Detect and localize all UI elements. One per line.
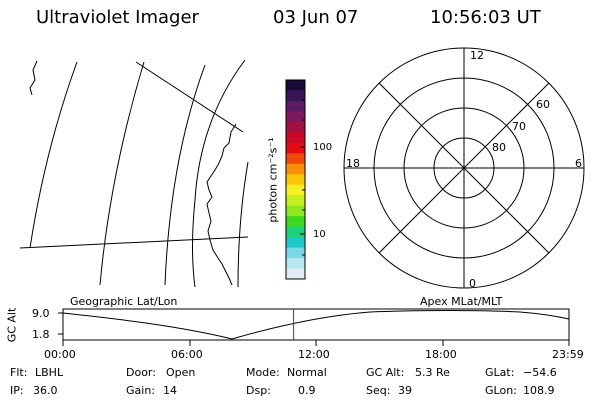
polar-diagonal-2 [378,82,550,254]
flt-label: Flt: [10,366,28,379]
lat-label-60: 60 [536,98,550,111]
door-label: Door: [126,366,156,379]
colorbar-swatch [286,205,305,217]
color-bar [285,79,306,280]
timeline-y-label-max: 9.0 [32,307,50,320]
map-longitude-line-1 [29,61,78,249]
dsp-label: Dsp: [246,384,271,397]
gcalt-label: GC Alt: [366,366,405,379]
colorbar-swatch [286,247,305,259]
map-longitude-line-2 [99,61,145,286]
map-longitude-line-5 [237,161,249,288]
glat-label: GLat: [485,366,515,379]
colorbar-swatch [286,174,305,186]
map-longitude-line-4 [192,59,246,288]
colorbar-label-10: 10 [313,229,326,240]
mlt-label-18: 18 [346,157,360,170]
timeline-x-label-2359: 23:59 [552,348,584,361]
colorbar-swatch [286,258,305,270]
mode-label: Mode: [246,366,280,379]
coastline-small [29,60,38,96]
page-title: Ultraviolet Imager [36,7,199,28]
colorbar-swatch [286,184,305,196]
seq-label: Seq: [366,384,391,397]
glon-value: 108.9 [523,384,555,397]
timeline-x-label-1800: 18:00 [425,348,457,361]
colorbar-swatch [286,111,305,123]
colorbar-swatch [286,132,305,144]
glon-label: GLon: [485,384,517,397]
altitude-curve [62,310,570,340]
lat-label-80: 80 [492,141,506,154]
timeline-x-label-0600: 06:00 [171,348,203,361]
colorbar-label-100: 100 [313,142,333,153]
map-latitude-line [19,236,249,249]
colorbar-swatch [286,195,305,207]
geographic-map [19,59,249,288]
polar-plot [343,47,585,289]
colorbar-swatch [286,226,305,238]
colorbar-swatch [286,216,305,228]
colorbar-swatch [286,80,305,91]
gain-label: Gain: [126,384,155,397]
date-label: 03 Jun 07 [273,7,359,28]
altitude-timeline [58,308,570,346]
colorbar-unit-label: photon cm⁻²s⁻¹ [266,137,280,223]
timeline-frame [62,308,570,341]
colorbar-swatch [286,121,305,133]
colorbar-swatch [286,153,305,165]
time-label: 10:56:03 UT [430,7,541,28]
flt-value: LBHL [35,366,64,379]
gain-value: 14 [163,384,177,397]
colorbar-swatch [286,100,305,112]
mlt-label-12: 12 [470,49,484,62]
colorbar-swatch [286,163,305,175]
colorbar-swatch [286,237,305,249]
timeline-y-label-min: 1.8 [32,328,50,341]
colorbar-swatch [286,142,305,154]
geographic-caption: Geographic Lat/Lon [70,295,178,308]
map-diagonal-line [135,61,244,133]
glat-value: −54.6 [523,366,557,379]
timeline-axis-title: GC Alt [5,307,19,343]
colorbar-swatch [286,90,305,102]
timeline-x-label-1200: 12:00 [298,348,330,361]
seq-value: 39 [398,384,412,397]
colorbar-swatch [286,268,305,280]
mlt-label-6: 6 [575,157,582,170]
ip-label: IP: [10,384,24,397]
ip-value: 36.0 [33,384,58,397]
apex-caption: Apex MLat/MLT [420,295,503,308]
door-value: Open [166,366,196,379]
mode-value: Normal [287,366,327,379]
dsp-value: 0.9 [298,384,316,397]
lat-label-70: 70 [512,120,526,133]
map-longitude-line-3 [164,64,206,286]
coastline-south-america [206,123,237,286]
mlt-label-0: 0 [469,277,476,290]
timeline-x-label-0000: 00:00 [44,348,76,361]
gcalt-value: 5.3 Re [415,366,450,379]
